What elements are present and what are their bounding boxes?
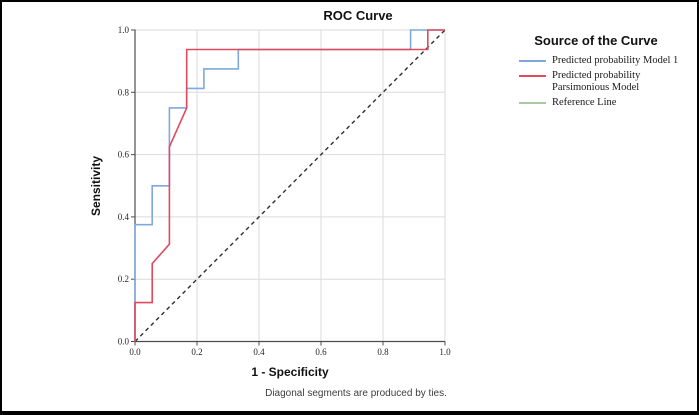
reference-line-swatch: [519, 102, 546, 104]
y-tick-label: 0.6: [118, 150, 130, 160]
y-axis-label: Sensitivity: [89, 155, 103, 217]
legend-item-parsimonious: Predicted probability Parsimonious Model: [519, 70, 694, 94]
legend-title: Source of the Curve: [534, 33, 658, 48]
legend-item-reference: Reference Line: [519, 97, 694, 109]
x-tick-label: 0.6: [315, 347, 327, 357]
legend-item-model1: Predicted probability Model 1: [519, 55, 694, 67]
x-tick-label: 0.8: [377, 347, 389, 357]
x-axis-label: 1 - Specificity: [251, 365, 329, 379]
x-tick-label: 0.0: [129, 347, 141, 357]
ties-caption: Diagonal segments are produced by ties.: [265, 388, 447, 399]
legend-label-parsimonious: Predicted probability Parsimonious Model: [552, 70, 641, 93]
y-tick-label: 0.2: [118, 274, 129, 284]
legend-label-model1: Predicted probability Model 1: [552, 55, 679, 66]
x-tick-label: 0.2: [191, 347, 202, 357]
series-curve: [134, 29, 445, 342]
parsimonious-line-swatch: [519, 75, 546, 77]
chart-title: ROC Curve: [323, 8, 393, 23]
y-tick-label: 0.8: [118, 87, 130, 97]
y-tick-label: 1.0: [118, 25, 130, 35]
y-tick-label: 0.0: [118, 337, 130, 347]
series-reference-line: [134, 29, 446, 342]
legend: Predicted probability Model 1 Predicted …: [519, 55, 694, 109]
y-tick-label: 0.4: [118, 212, 130, 222]
legend-label-reference: Reference Line: [552, 97, 617, 108]
x-tick-label: 1.0: [439, 347, 451, 357]
x-tick-label: 0.4: [253, 347, 265, 357]
model1-line-swatch: [519, 60, 546, 62]
